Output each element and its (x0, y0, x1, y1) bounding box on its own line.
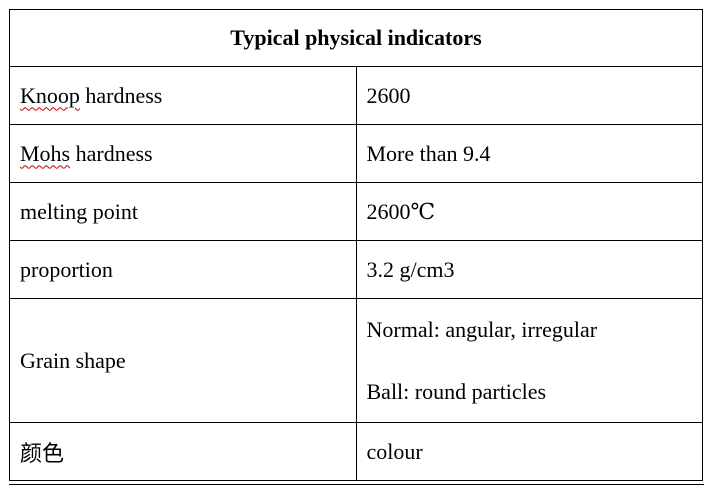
spellcheck-word: Mohs (20, 140, 71, 166)
row-label-melting-point: melting point (9, 182, 357, 241)
bottom-divider (9, 484, 704, 485)
row-label-mohs: Mohs hardness (9, 124, 357, 183)
row-value-proportion: 3.2 g/cm3 (355, 240, 703, 299)
table-row: Mohs hardness More than 9.4 (9, 124, 703, 183)
grain-shape-normal: Normal: angular, irregular (366, 316, 598, 342)
table-title: Typical physical indicators (9, 9, 703, 67)
row-label-text: hardness (79, 82, 163, 108)
row-value-colour: colour (355, 422, 703, 481)
row-value-melting-point: 2600℃ (355, 182, 703, 241)
table-row: 颜色 colour (9, 422, 703, 481)
row-value-mohs: More than 9.4 (355, 124, 703, 183)
row-value-knoop: 2600 (355, 66, 703, 125)
table-row: proportion 3.2 g/cm3 (9, 240, 703, 299)
grain-shape-ball: Ball: round particles (366, 378, 547, 404)
table-row: Grain shape Normal: angular, irregular B… (9, 298, 703, 423)
physical-indicators-table: Typical physical indicators Knoop hardne… (9, 9, 703, 481)
table-row: melting point 2600℃ (9, 182, 703, 241)
row-label-knoop: Knoop hardness (9, 66, 357, 125)
row-label-text: hardness (70, 140, 153, 166)
table-row: Knoop hardness 2600 (9, 66, 703, 125)
spellcheck-word: Knoop (20, 82, 80, 108)
row-value-grain-shape: Normal: angular, irregular Ball: round p… (355, 298, 703, 423)
row-label-proportion: proportion (9, 240, 357, 299)
row-label-grain-shape: Grain shape (9, 298, 357, 423)
row-label-colour-cn: 颜色 (9, 422, 357, 481)
